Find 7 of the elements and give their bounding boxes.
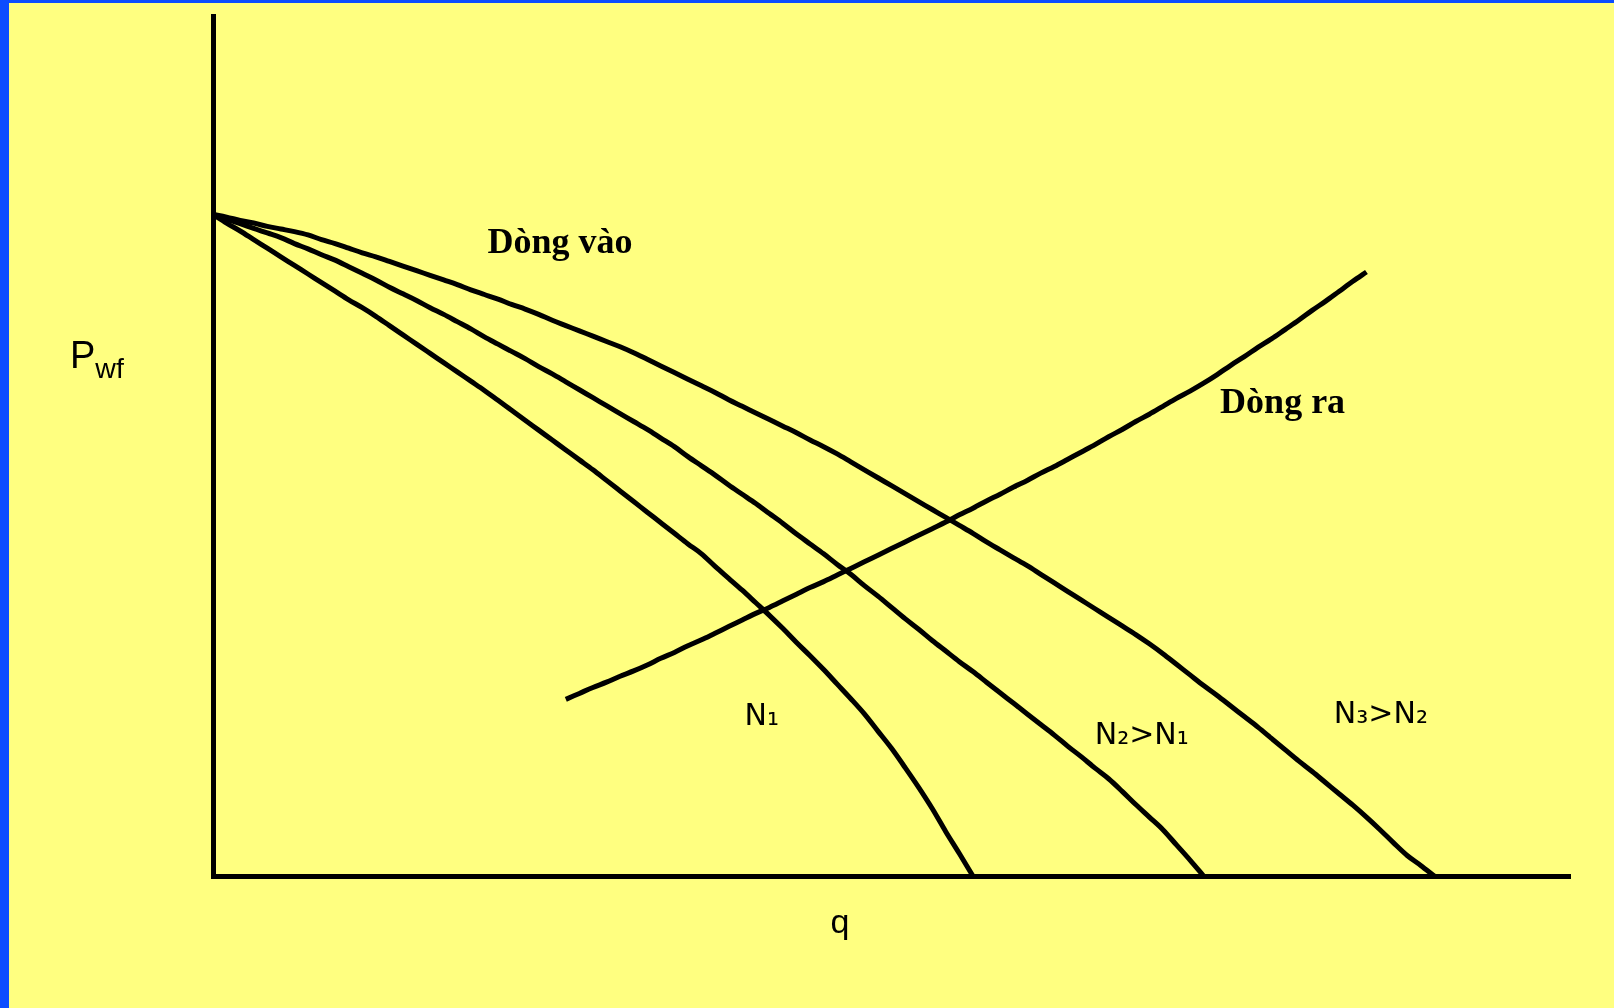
annotation: Dòng vào: [487, 221, 633, 261]
y-axis-title: P$_{wf}$: [70, 334, 124, 384]
series-label: Dòng ra: [1220, 381, 1346, 422]
series-label: N₂>N₁: [1094, 716, 1189, 752]
series-label: N₃>N₂: [1333, 694, 1428, 730]
series-label: N₁: [744, 696, 780, 732]
x-axis-title: q: [830, 902, 850, 940]
